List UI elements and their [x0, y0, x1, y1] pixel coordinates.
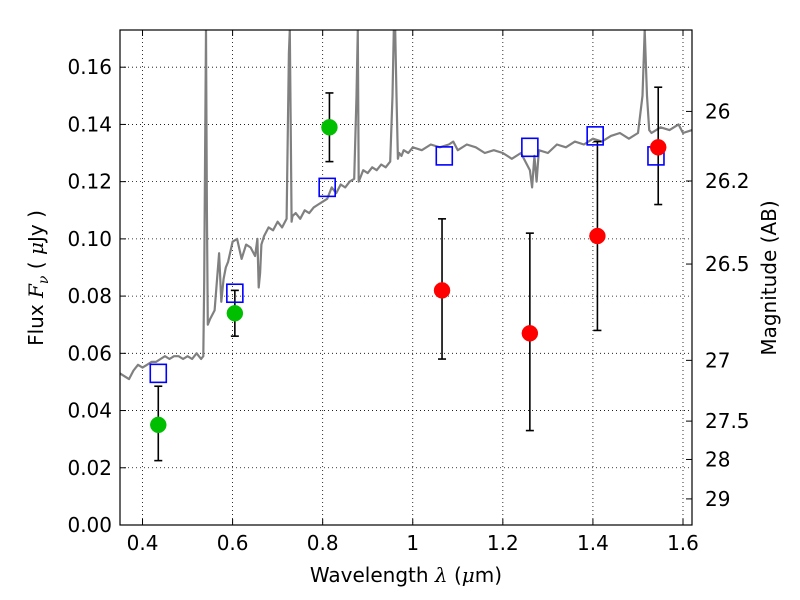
- x-tick-label: 1.4: [577, 531, 609, 555]
- model-photometry-square: [149, 363, 168, 384]
- y-tick-label: 0.06: [67, 341, 112, 365]
- y-tick-label: 0.04: [67, 399, 112, 423]
- model-photometry-square: [226, 283, 244, 304]
- magnitude-tick-label: 26: [705, 99, 730, 123]
- y-tick-label: 0.02: [67, 456, 112, 480]
- magnitude-tick-label: 29: [705, 487, 730, 511]
- spectrum-layer: [120, 30, 692, 381]
- marker-layer: [149, 119, 667, 434]
- x-tick-label: 1.6: [667, 531, 699, 555]
- y-tick-label: 0.10: [67, 227, 112, 251]
- y-tick-label: 0.16: [67, 55, 112, 79]
- y-axis-label: Flux Fν ( μJy ): [24, 210, 52, 346]
- x-tick-label: 0.6: [217, 531, 249, 555]
- y-tick-label: 0.08: [67, 284, 112, 308]
- y-tick-label: 0.12: [67, 170, 112, 194]
- magnitude-tick-label: 26.2: [705, 169, 750, 193]
- model-photometry-square: [318, 177, 336, 198]
- tick-layer: 0.4 0.6 0.8 1 1.2 1.4 1.6 0.00 0.02 0.04 0.06 0.08 0…: [67, 30, 750, 555]
- measurement-point: [433, 282, 451, 299]
- model-photometry-square: [521, 137, 539, 158]
- plot-frame: [119, 29, 693, 526]
- measurement-point: [649, 139, 667, 156]
- measurement-point: [521, 325, 539, 342]
- magnitude-tick-label: 27: [705, 348, 730, 372]
- model-photometry-square: [435, 146, 454, 166]
- detection-point: [226, 305, 244, 322]
- x-axis-label: Wavelength λ (μm): [310, 563, 502, 587]
- x-tick-label: 0.8: [307, 531, 339, 555]
- spectrum-line: [120, 30, 692, 381]
- detection-point: [150, 416, 167, 434]
- model-photometry-square: [586, 126, 604, 146]
- y-tick-label: 0.14: [67, 112, 112, 136]
- magnitude-tick-label: 26.5: [705, 252, 750, 276]
- magnitude-axis-label: Magnitude (AB): [757, 200, 781, 355]
- x-tick-label: 1.2: [487, 531, 519, 555]
- y-tick-label: 0.00: [67, 513, 112, 537]
- x-tick-label: 1: [406, 531, 419, 555]
- magnitude-tick-label: 28: [705, 447, 730, 471]
- magnitude-tick-label: 27.5: [705, 409, 750, 433]
- measurement-point: [589, 227, 606, 245]
- x-tick-label: 0.4: [127, 531, 159, 555]
- detection-point: [321, 119, 338, 136]
